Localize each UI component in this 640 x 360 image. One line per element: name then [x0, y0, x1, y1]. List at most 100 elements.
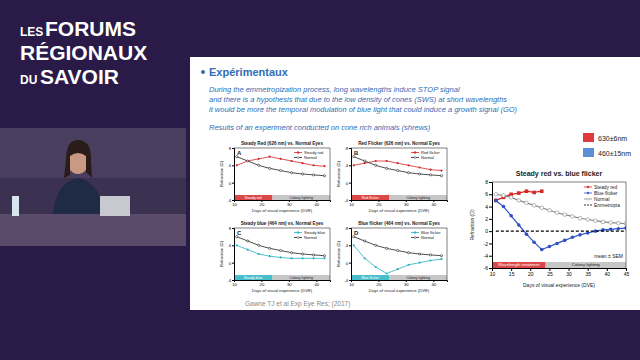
legend-label: Emmetropia	[594, 203, 620, 208]
series-marker	[617, 221, 621, 225]
series-marker	[247, 240, 249, 242]
series-marker	[532, 191, 536, 195]
phase-label: Colony lighting	[407, 196, 430, 200]
series-marker	[397, 249, 399, 251]
plot-frame	[234, 228, 330, 229]
plot-area	[351, 156, 447, 200]
series-marker	[269, 167, 271, 169]
series-marker	[502, 205, 506, 209]
x-axis-label: Days of visual experience (DVE)	[369, 288, 430, 293]
series-marker	[509, 196, 513, 200]
series-marker	[429, 169, 431, 171]
title-bullet	[201, 70, 205, 74]
y-tick-label: 0	[229, 261, 232, 266]
x-tick: 40	[605, 268, 611, 277]
phase-label: Red flicker	[362, 196, 380, 200]
series-marker	[258, 253, 260, 255]
laptop	[100, 196, 130, 216]
y-tick: 4	[346, 243, 351, 248]
series-marker	[429, 254, 431, 256]
phase-label: Steady red	[245, 196, 262, 200]
y-tick-mark	[232, 228, 234, 229]
series-marker	[494, 199, 498, 203]
x-tick-label: 30	[287, 202, 292, 207]
color-key-swatch	[583, 148, 594, 157]
phase-bar	[272, 195, 330, 200]
series-marker	[609, 221, 613, 225]
slide-text: it would be more the temporal modulation…	[209, 105, 518, 114]
series-marker	[408, 252, 410, 254]
y-axis-label: Refraction (D)	[336, 160, 341, 187]
series-marker	[563, 239, 567, 243]
y-tick-label: 8	[346, 146, 349, 151]
legend-label: Normal	[594, 197, 609, 202]
legend-marker	[414, 157, 416, 159]
x-tick: 30	[404, 200, 409, 207]
y-tick-label: 0	[485, 228, 488, 234]
chart: Blue flicker (464 nm) vs. Normal Eyes102…	[336, 221, 447, 293]
phase-label: Blue flicker	[361, 276, 379, 280]
series-marker	[617, 227, 621, 231]
series-marker	[386, 272, 388, 274]
phase-bar	[234, 195, 272, 200]
series-marker	[525, 189, 529, 193]
phase-bar	[389, 195, 447, 200]
y-tick: -4	[484, 253, 492, 259]
x-tick: 15	[509, 268, 515, 277]
legend-swatch	[411, 237, 419, 238]
y-tick-label: -6	[484, 265, 489, 271]
series-marker	[375, 164, 377, 166]
x-tick-label: 30	[566, 271, 572, 277]
legend-swatch	[294, 157, 302, 158]
background	[0, 0, 640, 360]
series-marker	[555, 211, 559, 215]
x-axis-label: Days of visual experience (DVE)	[523, 282, 595, 288]
x-tick: 20	[260, 280, 265, 287]
y-axis-label: Refraction (D)	[219, 160, 224, 187]
phase-label: Colony lighting	[290, 196, 313, 200]
series-marker	[540, 189, 544, 193]
plot-frame	[351, 228, 447, 229]
series-marker	[258, 158, 260, 160]
series-marker	[386, 167, 388, 169]
legend-marker	[414, 237, 416, 239]
y-tick-mark	[349, 200, 351, 201]
y-tick: 0	[229, 261, 234, 266]
slide: ExpérimentauxDuring the emmetropization …	[190, 57, 640, 310]
phase-bar	[546, 262, 626, 268]
x-axis: 10203040	[232, 200, 330, 207]
series-marker	[517, 223, 521, 227]
slide-subtitle: Results of an experiment conducted on co…	[209, 123, 431, 132]
series-marker	[364, 160, 366, 162]
legend-marker	[414, 232, 416, 234]
x-tick: 35	[585, 268, 591, 277]
y-tick: 8	[485, 179, 492, 185]
series-marker	[312, 164, 314, 166]
logo-text: SAVOIR	[40, 65, 119, 88]
annotation: B	[354, 150, 359, 156]
plot-frame	[447, 148, 448, 200]
logo-text: RÉGIONAUX	[20, 41, 147, 64]
series-marker	[532, 204, 536, 208]
series-line	[496, 200, 626, 249]
desk	[0, 214, 186, 246]
series-marker	[563, 213, 567, 217]
y-tick: 0	[346, 261, 351, 266]
series-line	[237, 245, 325, 258]
series-marker	[353, 244, 355, 246]
y-tick-mark	[489, 243, 492, 244]
y-tick-mark	[232, 183, 234, 184]
y-tick: 8	[229, 226, 234, 231]
series-marker	[301, 162, 303, 164]
y-tick-label: 6	[485, 191, 488, 197]
legend-swatch	[411, 232, 419, 233]
phase-bar	[234, 275, 272, 280]
y-tick-mark	[489, 182, 492, 183]
y-axis: -4048	[344, 146, 351, 203]
y-tick: 4	[229, 163, 234, 168]
legend-marker	[297, 232, 299, 234]
y-tick-mark	[349, 183, 351, 184]
series-marker	[540, 248, 544, 252]
legend-swatch	[294, 237, 302, 238]
series-marker	[571, 235, 575, 239]
